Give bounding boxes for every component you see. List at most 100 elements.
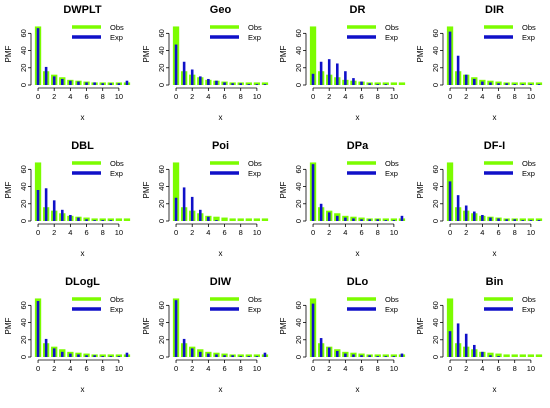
obs-bar <box>91 218 98 221</box>
chart-panel: DBL 0 20 40 60 0 2 4 6 8 10 x PMF Obs Exp <box>0 136 137 272</box>
obs-bar <box>99 218 106 221</box>
chart-title: DLogL <box>65 276 100 288</box>
exp-bar <box>335 63 339 85</box>
x-tick-label: 8 <box>376 92 380 101</box>
exp-bar <box>174 197 178 221</box>
exp-bar <box>93 220 96 221</box>
exp-bar <box>392 356 396 357</box>
obs-bar <box>261 82 269 85</box>
exp-bar <box>400 353 404 357</box>
exp-bar <box>497 83 500 85</box>
obs-bar <box>237 354 244 357</box>
x-tick-label: 10 <box>390 364 398 373</box>
y-tick-label: 0 <box>431 83 440 87</box>
y-tick-label: 20 <box>19 64 28 72</box>
exp-bar <box>215 80 218 85</box>
y-tick-label: 60 <box>19 29 28 37</box>
exp-bar <box>521 84 525 85</box>
x-tick-label: 4 <box>480 364 484 373</box>
y-tick-label: 20 <box>294 336 303 344</box>
exp-bar <box>360 355 363 357</box>
exp-bar <box>101 220 105 221</box>
exp-bar <box>489 82 492 85</box>
obs-bar <box>245 354 252 357</box>
y-tick-label: 60 <box>294 301 303 309</box>
x-tick-label: 4 <box>68 92 72 101</box>
x-tick-label: 0 <box>311 92 315 101</box>
obs-bar <box>99 354 106 357</box>
exp-bar <box>190 196 194 221</box>
y-tick-label: 40 <box>157 46 166 54</box>
exp-bar <box>44 188 48 221</box>
y-tick-label: 0 <box>19 219 28 223</box>
y-tick-label: 40 <box>294 182 303 190</box>
exp-bar <box>198 209 202 221</box>
x-tick-label: 0 <box>36 92 40 101</box>
exp-bar <box>117 83 121 85</box>
y-axis-label: PMF <box>416 317 425 334</box>
exp-bar <box>537 220 541 221</box>
exp-bar <box>505 83 508 85</box>
y-tick-label: 0 <box>294 83 303 87</box>
chart-title: DPa <box>347 140 369 152</box>
y-tick-label: 60 <box>19 165 28 173</box>
x-tick-label: 2 <box>327 92 331 101</box>
exp-bar <box>472 344 476 357</box>
legend-label-obs: Obs <box>248 23 262 32</box>
x-tick-label: 2 <box>52 92 56 101</box>
x-tick-label: 10 <box>390 92 398 101</box>
obs-bar <box>535 218 543 221</box>
obs-bar <box>221 217 228 221</box>
exp-bar <box>537 84 541 85</box>
exp-bar <box>384 84 388 85</box>
y-tick-label: 60 <box>157 29 166 37</box>
exp-bar <box>93 82 96 85</box>
obs-bar <box>172 162 180 221</box>
obs-bar <box>237 218 244 221</box>
x-tick-label: 10 <box>115 228 123 237</box>
chart-panel: Poi 0 20 40 60 0 2 4 6 8 10 x PMF Obs Exp <box>138 136 275 272</box>
chart-title: DWPLT <box>63 4 102 16</box>
obs-bar <box>519 354 526 357</box>
exp-bar <box>505 219 508 221</box>
exp-bar <box>247 84 251 85</box>
exp-bar <box>69 80 72 85</box>
exp-bar <box>182 187 186 221</box>
x-tick-label: 6 <box>222 228 226 237</box>
exp-bar <box>319 338 323 357</box>
obs-bar <box>390 218 398 221</box>
exp-bar <box>481 214 484 221</box>
x-tick-label: 4 <box>343 364 347 373</box>
y-tick-label: 40 <box>19 182 28 190</box>
chart-panel: DLo 0 20 40 60 0 2 4 6 8 10 x PMF Obs Exp <box>275 272 412 408</box>
exp-bar <box>497 218 500 221</box>
exp-bar <box>400 215 404 221</box>
exp-bar <box>263 84 267 85</box>
x-tick-label: 2 <box>52 228 56 237</box>
x-tick-label: 10 <box>390 228 398 237</box>
exp-bar <box>117 356 121 357</box>
exp-bar <box>464 333 468 357</box>
x-tick-label: 10 <box>527 364 535 373</box>
exp-bar <box>77 354 80 357</box>
legend-label-obs: Obs <box>248 295 262 304</box>
y-tick-label: 40 <box>294 46 303 54</box>
chart-panel: DWPLT 0 20 40 60 0 2 4 6 8 10 x PMF Obs Exp <box>0 0 137 136</box>
y-tick-label: 60 <box>431 301 440 309</box>
obs-bar <box>213 216 220 221</box>
chart-title: DR <box>350 4 366 16</box>
exp-bar <box>489 217 492 221</box>
legend-label-exp: Exp <box>110 305 123 314</box>
x-tick-label: 10 <box>115 364 123 373</box>
x-axis-label: x <box>356 249 360 258</box>
y-tick-label: 60 <box>294 165 303 173</box>
obs-bar <box>527 218 535 221</box>
y-tick-label: 20 <box>431 336 440 344</box>
chart-title: Geo <box>210 4 232 16</box>
exp-bar <box>182 61 186 85</box>
y-axis-label: PMF <box>4 181 13 198</box>
